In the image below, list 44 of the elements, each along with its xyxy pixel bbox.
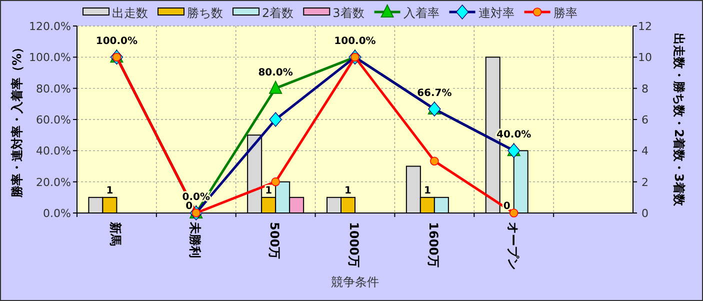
data-label: 1 xyxy=(106,185,114,196)
point xyxy=(271,177,280,186)
point xyxy=(269,112,282,127)
y2-tick-label: 6 xyxy=(642,114,648,126)
y-tick-label: 20.0% xyxy=(36,176,71,189)
x-tick-label: 新馬 xyxy=(108,221,123,246)
legend-label: 2着数 xyxy=(262,6,294,20)
y-tick-label: 0.0% xyxy=(43,207,71,220)
data-label: 100.0% xyxy=(334,36,376,48)
x-tick-label: 未勝利 xyxy=(188,221,202,258)
legend-label: 3着数 xyxy=(332,6,364,20)
y2-axis-title: 出走数・勝ち数・2着数・3着数 xyxy=(672,33,686,207)
legend-label: 連対率 xyxy=(478,6,514,20)
x-tick-label: 500万 xyxy=(268,222,282,260)
legend-label: 出走数 xyxy=(112,6,148,20)
legend-label: 勝ち数 xyxy=(187,6,223,20)
y-tick-label: 120.0% xyxy=(29,20,71,33)
y2-tick-label: 10 xyxy=(638,51,652,64)
y2-tick-label: 8 xyxy=(642,82,648,96)
data-label: 1 xyxy=(265,185,272,196)
x-tick-label: 1000万 xyxy=(347,222,361,268)
data-label: 100.0% xyxy=(96,36,138,48)
y-tick-label: 80.0% xyxy=(36,82,71,96)
y-axis-title: 勝率・連対率・入着率（%） xyxy=(10,41,24,199)
point xyxy=(509,208,518,218)
point xyxy=(430,156,439,166)
x-tick-label: オープン xyxy=(506,222,520,270)
x-axis-title: 競争条件 xyxy=(331,275,379,289)
y2-tick-label: 0 xyxy=(642,207,648,220)
data-label: 0 xyxy=(186,201,193,212)
y2-tick-label: 4 xyxy=(642,144,648,158)
data-label: 80.0% xyxy=(258,67,293,78)
y-tick-label: 100.0% xyxy=(29,51,71,64)
point xyxy=(269,80,282,94)
y2-tick-label: 2 xyxy=(642,176,648,189)
legend-label: 入着率 xyxy=(403,6,440,20)
y-tick-label: 60.0% xyxy=(36,114,71,126)
data-label: 1 xyxy=(344,185,352,196)
y-tick-label: 40.0% xyxy=(36,144,71,158)
data-label: 66.7% xyxy=(417,88,452,100)
legend-label: 勝率 xyxy=(553,6,578,20)
data-label: 1 xyxy=(424,185,431,196)
y2-tick-label: 12 xyxy=(638,20,652,33)
x-tick-label: 1600万 xyxy=(426,222,440,268)
